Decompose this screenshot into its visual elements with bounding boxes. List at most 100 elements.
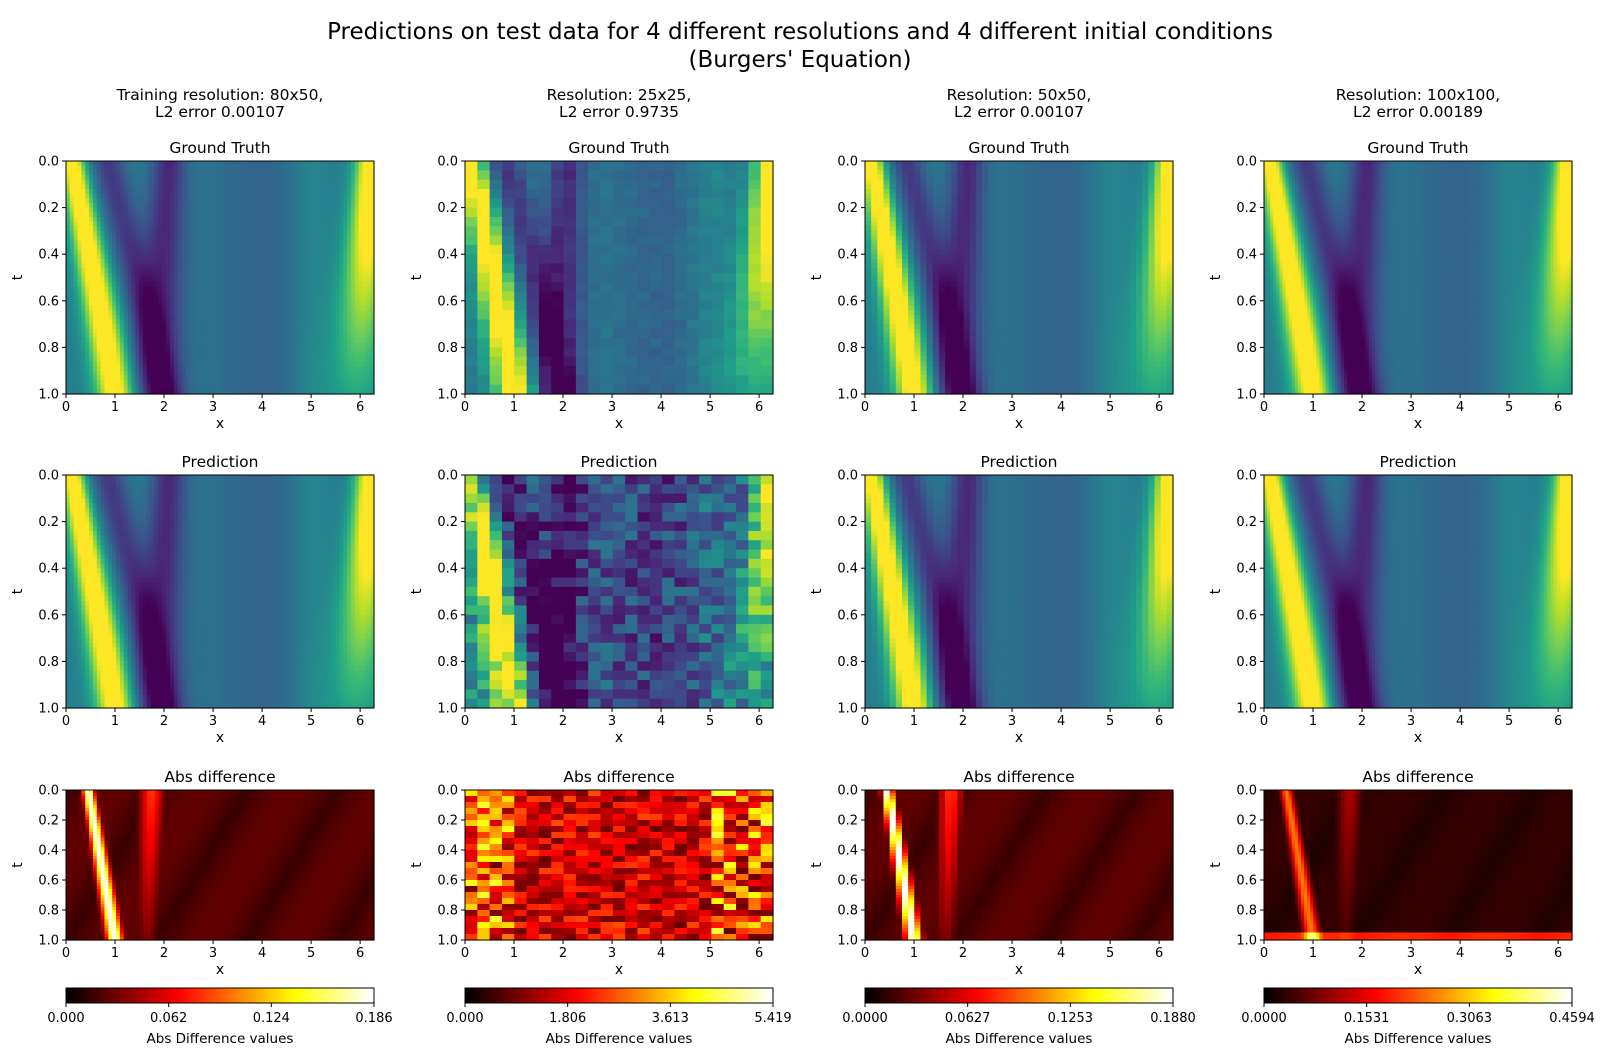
heatmap-cell <box>297 484 301 489</box>
heatmap-cell <box>162 212 166 217</box>
heatmap-cell <box>151 180 155 185</box>
heatmap-cell <box>97 268 101 273</box>
heatmap-cell <box>362 475 366 480</box>
heatmap-cell <box>139 319 143 324</box>
heatmap-cell <box>320 489 324 494</box>
heatmap-cell <box>285 189 289 194</box>
heatmap-cell <box>297 264 301 269</box>
heatmap-cell <box>101 380 105 385</box>
heatmap-cell <box>274 166 278 171</box>
heatmap-cell <box>151 194 155 199</box>
heatmap-cell <box>262 380 266 385</box>
heatmap-cell <box>347 184 351 189</box>
heatmap-cell <box>362 480 366 485</box>
heatmap-cell <box>339 352 343 357</box>
heatmap-cell <box>232 324 236 329</box>
heatmap-cell <box>112 380 116 385</box>
heatmap-cell <box>135 194 139 199</box>
heatmap-cell <box>166 226 170 231</box>
heatmap-cell <box>66 264 70 269</box>
heatmap-cell <box>297 347 301 352</box>
heatmap-cell <box>262 254 266 259</box>
heatmap-cell <box>351 264 355 269</box>
heatmap-cell <box>362 203 366 208</box>
heatmap-cell <box>178 347 182 352</box>
heatmap-cell <box>220 296 224 301</box>
heatmap-cell <box>97 508 101 513</box>
heatmap-cell <box>197 236 201 241</box>
heatmap-cell <box>212 184 216 189</box>
heatmap-cell <box>135 512 139 517</box>
heatmap-cell <box>170 194 174 199</box>
heatmap-cell <box>262 301 266 306</box>
heatmap-cell <box>316 319 320 324</box>
heatmap-cell <box>182 166 186 171</box>
heatmap-cell <box>189 333 193 338</box>
heatmap-cell <box>232 512 236 517</box>
heatmap-cell <box>266 310 270 315</box>
heatmap-cell <box>359 194 363 199</box>
heatmap-cell <box>316 333 320 338</box>
heatmap-cell <box>205 236 209 241</box>
heatmap-cell <box>108 166 112 171</box>
heatmap-cell <box>174 301 178 306</box>
heatmap-cell <box>85 347 89 352</box>
heatmap-cell <box>262 517 266 522</box>
heatmap-cell <box>301 254 305 259</box>
heatmap-cell <box>220 203 224 208</box>
heatmap-cell <box>120 503 124 508</box>
heatmap-cell <box>301 329 305 334</box>
heatmap-cell <box>193 380 197 385</box>
heatmap-cell <box>193 343 197 348</box>
heatmap-cell <box>289 517 293 522</box>
heatmap-cell <box>205 254 209 259</box>
heatmap-cell <box>270 333 274 338</box>
heatmap-cell <box>297 170 301 175</box>
heatmap-cell <box>297 236 301 241</box>
heatmap-cell <box>205 494 209 499</box>
heatmap-cell <box>212 301 216 306</box>
heatmap-cell <box>170 161 174 166</box>
heatmap-cell <box>355 282 359 287</box>
heatmap-cell <box>232 166 236 171</box>
heatmap-cell <box>70 180 74 185</box>
heatmap-cell <box>97 296 101 301</box>
heatmap-cell <box>166 217 170 222</box>
heatmap-cell <box>259 245 263 250</box>
heatmap-cell <box>297 184 301 189</box>
heatmap-cell <box>366 245 370 250</box>
heatmap-cell <box>328 517 332 522</box>
heatmap-cell <box>235 250 239 255</box>
heatmap-cell <box>262 268 266 273</box>
heatmap-cell <box>93 522 97 527</box>
heatmap-cell <box>220 508 224 513</box>
heatmap-cell <box>74 301 78 306</box>
heatmap-cell <box>81 231 85 236</box>
heatmap-cell <box>262 291 266 296</box>
heatmap-cell <box>362 259 366 264</box>
heatmap-cell <box>108 287 112 292</box>
heatmap-cell <box>201 329 205 334</box>
heatmap-cell <box>278 371 282 376</box>
heatmap-cell <box>347 526 351 531</box>
heatmap-cell <box>328 282 332 287</box>
heatmap-cell <box>66 226 70 231</box>
heatmap-cell <box>212 264 216 269</box>
x-tick-label: 2 <box>160 400 168 415</box>
heatmap-cell <box>81 170 85 175</box>
heatmap-cell <box>232 475 236 480</box>
heatmap-cell <box>232 526 236 531</box>
heatmap-cell <box>182 203 186 208</box>
heatmap-cell <box>305 208 309 213</box>
heatmap-cell <box>312 489 316 494</box>
heatmap-cell <box>147 245 151 250</box>
heatmap-cell <box>81 324 85 329</box>
heatmap-cell <box>224 170 228 175</box>
heatmap-cell <box>208 512 212 517</box>
heatmap-cell <box>162 333 166 338</box>
heatmap-cell <box>197 250 201 255</box>
heatmap-cell <box>166 240 170 245</box>
heatmap-cell <box>301 222 305 227</box>
heatmap-cell <box>255 278 259 283</box>
heatmap-cell <box>147 319 151 324</box>
